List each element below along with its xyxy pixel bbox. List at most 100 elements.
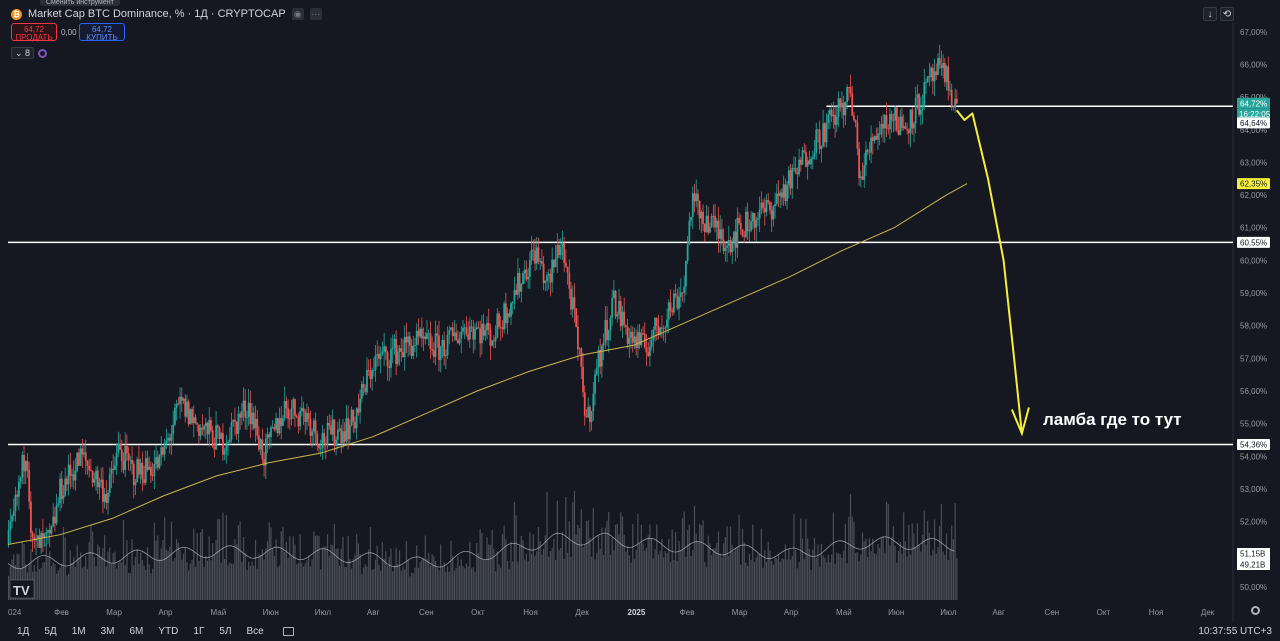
candle-body <box>69 464 72 476</box>
volume-bar <box>218 519 221 600</box>
volume-bar <box>140 552 142 600</box>
timeframe-button[interactable]: 1Д <box>17 625 30 637</box>
candle-body <box>290 408 293 419</box>
volume-bar <box>812 549 814 600</box>
volume-bar <box>591 556 593 600</box>
timeframe-button[interactable]: YTD <box>158 625 179 637</box>
candle-body <box>40 533 43 548</box>
volume-bar <box>381 542 384 600</box>
refresh-icon[interactable]: ⟲ <box>1220 7 1234 21</box>
volume-bar <box>843 550 845 600</box>
candle-body <box>664 327 667 329</box>
candle-body <box>619 301 622 327</box>
volume-bar <box>194 567 197 600</box>
calendar-icon[interactable] <box>282 626 294 636</box>
candle-body <box>460 331 463 339</box>
volume-bar <box>541 554 543 600</box>
volume-bar <box>455 568 457 600</box>
timeframe-button[interactable]: 3М <box>100 625 115 637</box>
symbol-legend[interactable]: ₿ Market Cap BTC Dominance, % · 1Д · CRY… <box>11 8 322 20</box>
volume-bar <box>716 542 718 600</box>
volume-bar <box>784 544 786 600</box>
volume-bar <box>892 526 894 600</box>
volume-bar <box>150 573 152 600</box>
candle-body <box>710 215 713 227</box>
buy-button[interactable]: 64,72 КУПИТЬ <box>79 23 125 42</box>
volume-bar <box>148 564 150 600</box>
volume-bar <box>932 549 934 600</box>
candle-body <box>175 403 178 408</box>
volume-bar <box>933 519 936 600</box>
timeframe-button[interactable]: Все <box>246 625 264 637</box>
candle-body <box>856 122 859 149</box>
candle-body <box>7 530 10 545</box>
candle-body <box>50 526 53 534</box>
candle-body <box>659 327 662 335</box>
eye-icon[interactable]: ◉ <box>291 8 304 20</box>
indicators-toggle[interactable]: ⌄ 8 <box>11 47 48 59</box>
candle-body <box>741 229 744 236</box>
candle-body <box>583 392 586 416</box>
volume-bar <box>635 550 637 600</box>
volume-bar <box>522 540 524 600</box>
volume-bar <box>213 555 215 600</box>
volume-bar <box>585 520 588 600</box>
volume-bar <box>563 558 565 600</box>
symbol-title[interactable]: Market Cap BTC Dominance, % · 1Д · CRYPT… <box>28 8 286 20</box>
x-tick-label: Авг <box>367 608 380 617</box>
y-tick-label: 55,00% <box>1240 420 1267 429</box>
sell-button[interactable]: 64,72 ПРОДАТЬ <box>11 23 57 42</box>
volume-bar <box>299 533 301 600</box>
timeframe-button[interactable]: 5Д <box>44 625 57 637</box>
candle-body <box>760 202 763 210</box>
volume-bar <box>608 512 610 600</box>
volume-bar <box>138 563 140 600</box>
candle-body <box>29 501 32 533</box>
timeframe-button[interactable]: 1Г <box>193 625 205 637</box>
candle-body <box>491 340 494 346</box>
candle-body <box>955 98 958 104</box>
volume-bar <box>290 556 293 600</box>
volume-bar <box>657 554 660 600</box>
candle-body <box>342 431 344 443</box>
indicators-count[interactable]: ⌄ 8 <box>11 47 35 59</box>
volume-bar <box>23 543 25 600</box>
timeframe-button[interactable]: 5Л <box>219 625 232 637</box>
download-icon[interactable]: ↓ <box>1203 7 1217 21</box>
volume-bar <box>832 512 834 600</box>
y-tick-label: 65,00% <box>1240 93 1267 102</box>
volume-bar <box>457 556 459 600</box>
candle-body <box>729 239 732 253</box>
candle-body <box>223 451 226 455</box>
candle-body <box>501 327 504 330</box>
candle-body <box>216 425 219 428</box>
candle-body <box>640 333 643 346</box>
candle-body <box>496 313 499 338</box>
candle-body <box>537 247 540 262</box>
candle-body <box>494 337 497 342</box>
gear-icon[interactable] <box>1251 606 1260 615</box>
volume-bar <box>217 518 219 600</box>
candle-body <box>71 474 73 476</box>
volume-bar <box>534 555 536 600</box>
volume-bar <box>647 535 649 600</box>
candle-body <box>439 346 442 360</box>
sell-price: 64,72 <box>23 25 45 34</box>
candle-body <box>604 320 607 343</box>
candle-body <box>767 200 770 203</box>
candle-body <box>438 335 440 360</box>
volume-bar <box>145 569 147 600</box>
candle-body <box>400 348 403 352</box>
volume-bar <box>452 556 454 600</box>
more-icon[interactable]: ⋯ <box>309 8 322 20</box>
candle-body <box>312 420 315 432</box>
volume-bar <box>386 565 389 600</box>
candle-body <box>160 447 163 456</box>
candle-body <box>398 348 401 352</box>
timeframe-button[interactable]: 6М <box>129 625 144 637</box>
timeframe-button[interactable]: 1М <box>71 625 86 637</box>
volume-bar <box>735 548 737 600</box>
volume-bar <box>196 533 198 600</box>
volume-bar <box>613 550 615 600</box>
